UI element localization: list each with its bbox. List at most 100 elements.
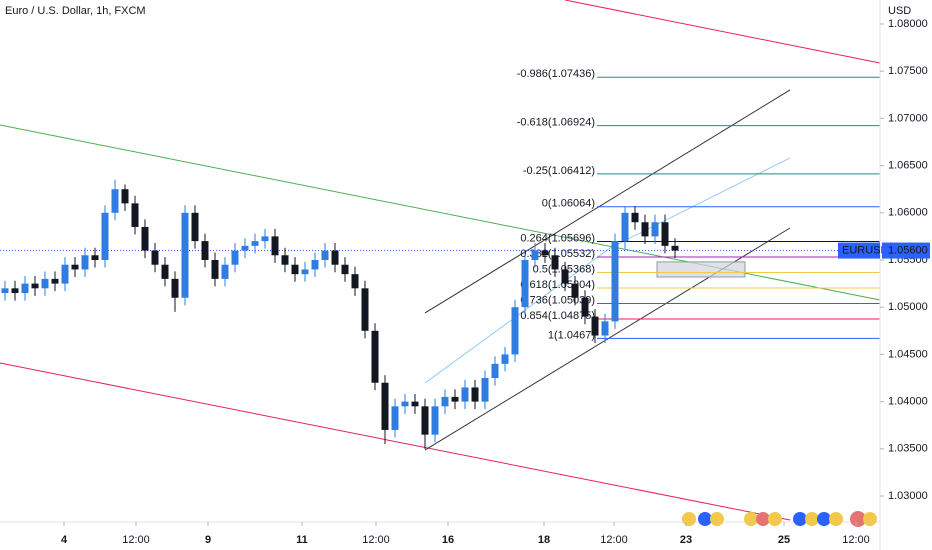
event-icon [850, 511, 866, 527]
candle-body [111, 189, 119, 213]
fib-label: 0.618(1.05204) [520, 279, 595, 291]
candle-body [401, 401, 409, 407]
y-tick-label: 1.03000 [888, 490, 928, 502]
candle-body [461, 387, 469, 402]
last-price-label: 1.05600 [888, 244, 928, 256]
fib-label: -0.618(1.06924) [517, 116, 595, 128]
candle-body [551, 255, 559, 270]
x-tick-label: 12:00 [362, 534, 390, 546]
candle-body [491, 363, 499, 379]
candle-body [481, 378, 489, 402]
candle-body [151, 250, 159, 265]
event-icon [698, 512, 712, 526]
candle-body [531, 250, 539, 260]
fib-label: -0.25(1.06412) [523, 165, 595, 177]
candle-body [211, 260, 219, 279]
candle-body [361, 288, 369, 331]
x-tick-label: 12:00 [842, 534, 870, 546]
candle-body [341, 264, 349, 275]
x-tick-label: 4 [61, 534, 68, 546]
candle-body [181, 212, 189, 298]
fib-label: -0.986(1.07436) [517, 68, 595, 80]
fib-label: 0(1.06064) [542, 198, 595, 210]
candle-body [221, 264, 229, 279]
candle-body [261, 236, 269, 242]
candle-body [521, 260, 529, 308]
y-tick-label: 1.05000 [888, 301, 928, 313]
candle-body [571, 283, 579, 298]
zone-box [656, 261, 746, 278]
y-tick-label: 1.07000 [888, 112, 928, 124]
trend-line [424, 89, 791, 314]
candle-body [411, 401, 419, 407]
candle-body [11, 288, 19, 294]
x-tick-label: 16 [442, 534, 454, 546]
event-icon [710, 512, 724, 526]
candle-body [141, 226, 149, 251]
candle-body [601, 321, 609, 336]
candle-body [621, 212, 629, 242]
candle-body [391, 406, 399, 430]
x-tick-label: 25 [778, 534, 790, 546]
candle-body [231, 250, 239, 265]
candle-body [471, 387, 479, 402]
candle-body [131, 203, 139, 227]
candle-body [301, 269, 309, 275]
candle-body [21, 283, 29, 294]
candle-body [161, 264, 169, 279]
x-tick-label: 12:00 [122, 534, 150, 546]
x-tick-label: 23 [680, 534, 692, 546]
y-tick-label: 1.04000 [888, 396, 928, 408]
candle-body [611, 241, 619, 322]
event-icon [793, 512, 807, 526]
candle-body [251, 241, 259, 246]
candle-body [631, 212, 639, 223]
candle-body [421, 406, 429, 435]
symbol-label: EURUSD [842, 244, 889, 256]
candle-body [591, 316, 599, 336]
candle-body [51, 278, 59, 284]
candle-body [241, 245, 249, 251]
y-tick-label: 1.04500 [888, 348, 928, 360]
y-tick-label: 1.08000 [888, 18, 928, 30]
last-price-badge [882, 242, 930, 259]
candle-body [371, 330, 379, 383]
candle-body [31, 283, 39, 289]
y-tick-label: 1.07500 [888, 65, 928, 77]
fib-label: 0.5(1.05368) [533, 263, 595, 275]
currency-label: USD [888, 5, 911, 17]
event-icons [682, 511, 877, 527]
candle-body [41, 278, 49, 289]
candle-body [171, 278, 179, 298]
event-icon [744, 512, 758, 526]
x-tick-label: 11 [296, 534, 308, 546]
candle-body [581, 297, 589, 317]
candle-body [311, 260, 319, 270]
plot-area: -0.986(1.07436) -0.618(1.06924) -0.25(1.06… [0, 0, 881, 521]
candle-body [191, 212, 199, 242]
event-icon [682, 512, 696, 526]
candle-body [431, 406, 439, 435]
event-icon [817, 512, 831, 526]
candle-body [651, 222, 659, 237]
event-icon [829, 512, 843, 526]
candle-body [331, 250, 339, 265]
candle-body [1, 288, 9, 294]
candle-body [351, 274, 359, 289]
y-tick-label: 1.06000 [888, 207, 928, 219]
candle-body [101, 212, 109, 260]
candle-body [541, 250, 549, 256]
trend-line [609, 157, 791, 249]
candle-body [661, 222, 669, 246]
event-icon [805, 512, 819, 526]
y-tick-label: 1.06500 [888, 159, 928, 171]
candle-body [561, 269, 569, 284]
fib-label: 0.264(1.05696) [520, 232, 595, 244]
candle-body [321, 250, 329, 260]
event-icon [768, 512, 782, 526]
candle-body [281, 255, 289, 265]
candle-body [511, 307, 519, 355]
candle-body [91, 255, 99, 260]
candle-body [71, 264, 79, 270]
